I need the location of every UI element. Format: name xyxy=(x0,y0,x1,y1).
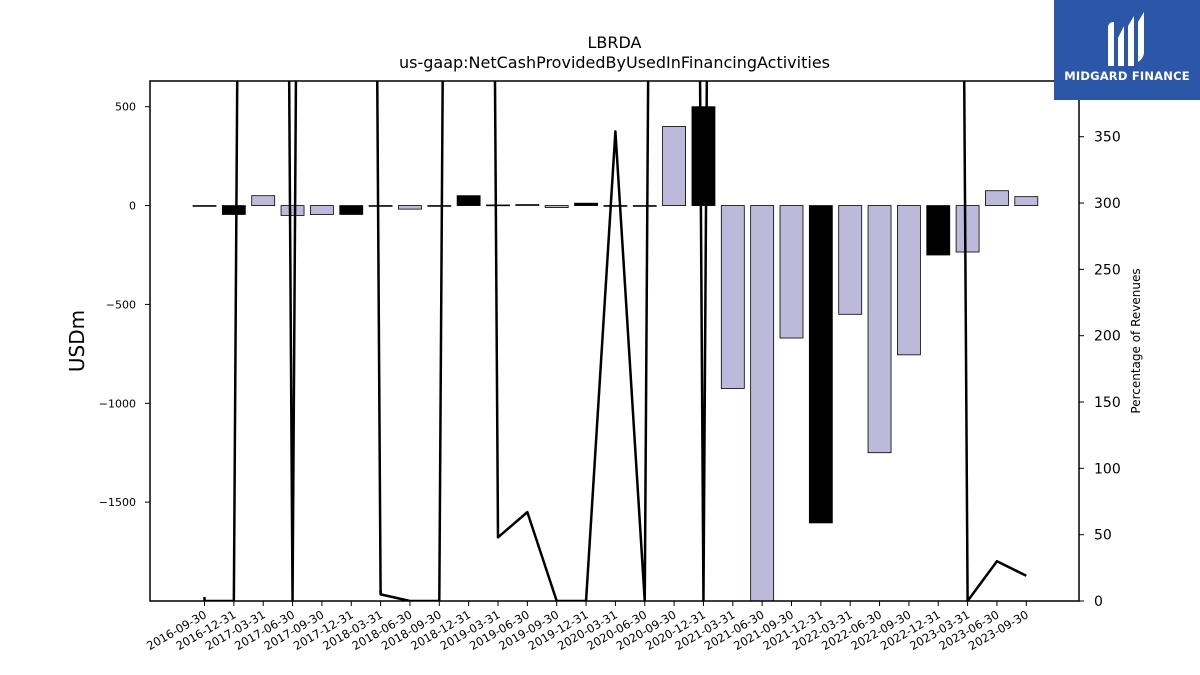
y-tick-label: −1000 xyxy=(99,397,136,410)
y-tick-label: −1500 xyxy=(99,496,136,509)
chart-subtitle: us-gaap:NetCashProvidedByUsedInFinancing… xyxy=(399,53,830,72)
bar-2018-12-31 xyxy=(456,195,481,206)
bar-2018-03-31 xyxy=(368,205,393,207)
y2-axis: 0 50 100 150 200 250 300 350 xyxy=(1079,130,1121,610)
y2-tick-label: 250 xyxy=(1094,262,1121,278)
brand-logo-text: MIDGARD FINANCE xyxy=(1064,69,1190,83)
bar-2017-03-31 xyxy=(251,195,276,206)
midgard-logo-icon xyxy=(1108,12,1144,66)
bar-2020-12-31 xyxy=(691,106,716,206)
y-tick-label: 500 xyxy=(115,101,136,114)
x-axis: 2016-09-302016-12-312017-03-312017-06-30… xyxy=(144,601,1031,653)
y2-tick-label: 100 xyxy=(1094,461,1121,477)
plot-frame xyxy=(149,80,1080,602)
bar-2019-12-31 xyxy=(574,202,598,206)
bar-group xyxy=(192,106,1039,601)
y-axis-label: USDm xyxy=(65,310,89,372)
y-tick-label: −500 xyxy=(106,298,136,311)
bar-2019-03-31 xyxy=(486,204,510,207)
bar-2020-06-30 xyxy=(632,205,657,207)
bar-2019-06-30 xyxy=(515,204,540,206)
y2-tick-label: 0 xyxy=(1094,594,1103,610)
bar-2020-09-30 xyxy=(662,126,686,206)
bar-2019-09-30 xyxy=(544,205,569,208)
bar-2021-09-30 xyxy=(779,205,804,339)
chart-title: LBRDA xyxy=(588,33,642,52)
y-tick-label: 0 xyxy=(129,200,136,213)
brand-logo: MIDGARD FINANCE xyxy=(1054,0,1200,100)
bar-2023-06-30 xyxy=(985,190,1009,206)
bar-2022-12-31 xyxy=(926,205,951,256)
bar-2020-03-31 xyxy=(603,205,628,207)
bar-2017-06-30 xyxy=(280,205,305,216)
bar-2022-09-30 xyxy=(897,205,921,356)
y2-tick-label: 150 xyxy=(1094,395,1121,411)
bar-2021-12-31 xyxy=(808,205,833,524)
bar-2023-09-30 xyxy=(1014,196,1039,206)
bar-2021-06-30 xyxy=(750,205,775,601)
bar-2017-12-31 xyxy=(339,205,364,215)
bar-2021-03-31 xyxy=(720,205,745,389)
bar-2016-09-30 xyxy=(192,205,217,207)
y2-tick-label: 300 xyxy=(1094,196,1121,212)
y2-tick-label: 350 xyxy=(1094,130,1121,146)
ratio-line xyxy=(204,81,1027,601)
bar-2018-06-30 xyxy=(398,205,422,210)
bar-2022-06-30 xyxy=(867,205,892,454)
bar-2017-09-30 xyxy=(309,205,334,215)
y2-axis-label: Percentage of Revenues xyxy=(1129,268,1143,413)
bar-2023-03-31 xyxy=(955,205,980,253)
y-axis: 500 0 −500 −1000 −1500 xyxy=(99,101,150,509)
bar-2018-09-30 xyxy=(427,205,452,207)
bar-2016-12-31 xyxy=(221,205,246,215)
y2-tick-label: 200 xyxy=(1094,329,1121,345)
bar-2022-03-31 xyxy=(838,205,863,315)
y2-tick-label: 50 xyxy=(1094,528,1112,544)
